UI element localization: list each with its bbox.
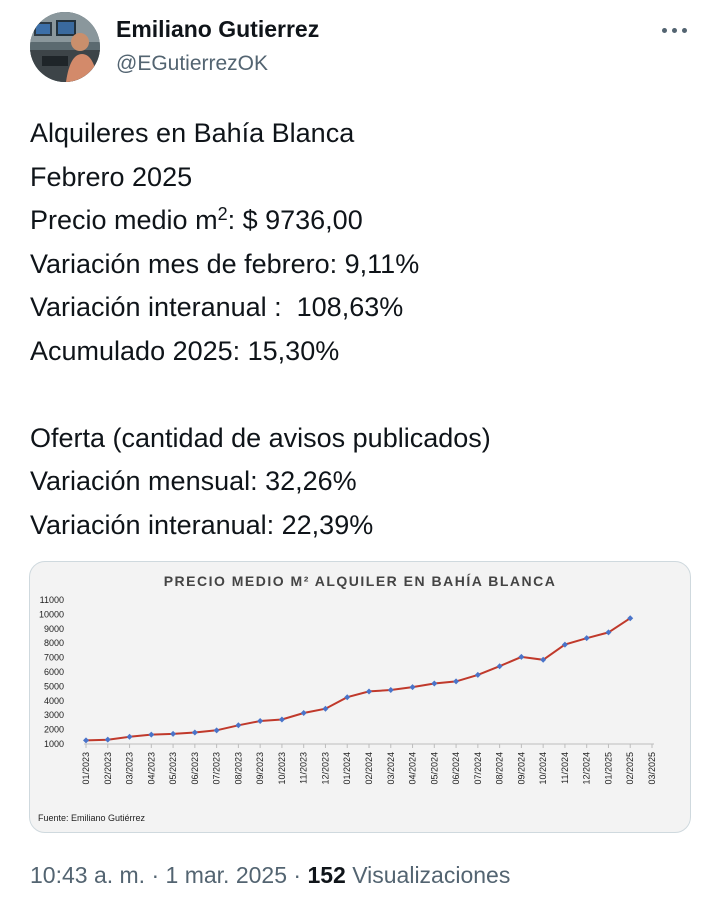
chart-title: PRECIO MEDIO M² ALQUILER EN BAHÍA BLANCA [164, 573, 557, 589]
data-point [561, 641, 568, 648]
x-tick-label: 07/2023 [212, 752, 222, 785]
price-value: : $ 9736,00 [227, 205, 363, 235]
data-point [83, 737, 89, 744]
tweet-line-price: Precio medio m2: $ 9736,00 [30, 199, 690, 243]
x-tick-label: 02/2023 [103, 752, 113, 785]
data-point [104, 736, 111, 743]
data-point [126, 733, 133, 740]
y-tick-label: 4000 [44, 696, 64, 706]
x-tick-label: 10/2024 [538, 752, 548, 785]
x-tick-label: 04/2024 [408, 752, 418, 785]
price-label: Precio medio m [30, 205, 218, 235]
data-point [366, 688, 372, 695]
y-tick-label: 5000 [44, 681, 64, 691]
tweet-line: Acumulado 2025: 15,30% [30, 335, 340, 366]
data-point [627, 615, 634, 622]
data-point [322, 705, 329, 712]
tweet-metadata: 10:43 a. m. · 1 mar. 2025 · 152 Visualiz… [30, 862, 510, 889]
tweet-blank-line [30, 373, 690, 417]
data-point [540, 656, 547, 663]
data-point [431, 680, 438, 687]
y-tick-label: 10000 [39, 609, 64, 619]
x-tick-label: 10/2023 [277, 752, 287, 785]
x-tick-label: 12/2024 [582, 752, 592, 785]
x-tick-label: 02/2025 [625, 752, 635, 785]
y-tick-label: 7000 [44, 653, 64, 663]
x-tick-label: 09/2023 [255, 752, 265, 785]
separator-dot: · [145, 862, 166, 888]
data-point [387, 687, 394, 693]
tweet-image[interactable]: PRECIO MEDIO M² ALQUILER EN BAHÍA BLANCA… [29, 561, 691, 833]
data-point [409, 684, 416, 691]
data-point [148, 731, 155, 738]
x-tick-label: 08/2024 [495, 752, 505, 785]
data-point [453, 678, 460, 685]
line-chart: PRECIO MEDIO M² ALQUILER EN BAHÍA BLANCA… [38, 573, 657, 823]
tweet-date[interactable]: 1 mar. 2025 [165, 862, 287, 888]
more-horizontal-icon[interactable] [660, 20, 690, 40]
x-axis: 01/2023 02/2023 03/2023 04/2023 05/2023 06/20… [81, 743, 657, 785]
separator-dot: · [287, 862, 308, 888]
data-point [474, 671, 481, 678]
tweet-line: Febrero 2025 [30, 161, 193, 192]
series-line [85, 617, 631, 742]
y-tick-label: 3000 [44, 710, 64, 720]
tweet-line: Oferta (cantidad de avisos publicados) [30, 422, 491, 453]
x-tick-label: 01/2024 [342, 752, 352, 785]
avatar[interactable] [30, 12, 100, 82]
x-tick-label: 08/2023 [233, 752, 243, 785]
chart-series [83, 615, 634, 744]
data-point [496, 663, 503, 670]
data-point [300, 710, 307, 717]
tweet-line: Variación interanual: 22,39% [30, 509, 374, 540]
data-point [583, 635, 590, 642]
y-axis: 1000 2000 3000 4000 5000 6000 7000 8000 9000 1000… [39, 595, 64, 749]
data-point [518, 653, 525, 660]
author-handle[interactable]: @EGutierrezOK [116, 52, 269, 75]
y-tick-label: 8000 [44, 638, 64, 648]
y-tick-label: 11000 [40, 595, 64, 605]
data-point [605, 629, 612, 636]
data-point [344, 694, 351, 701]
x-tick-label: 03/2025 [647, 752, 657, 785]
x-tick-label: 12/2023 [320, 752, 330, 785]
x-tick-label: 03/2023 [125, 752, 135, 785]
x-tick-label: 03/2024 [386, 752, 396, 785]
views-label: Visualizaciones [345, 862, 511, 888]
x-tick-label: 02/2024 [364, 752, 374, 785]
tweet-text: Alquileres en Bahía Blanca Febrero 2025 … [30, 112, 690, 547]
data-point [278, 716, 285, 723]
x-tick-label: 11/2023 [299, 752, 309, 784]
x-tick-label: 04/2023 [146, 752, 156, 785]
x-tick-label: 01/2023 [81, 752, 91, 785]
x-tick-label: 05/2023 [168, 752, 178, 785]
tweet-line: Variación interanual : 108,63% [30, 292, 404, 322]
x-tick-label: 11/2024 [560, 752, 570, 784]
x-tick-label: 09/2024 [516, 752, 526, 785]
tweet-line: Variación mes de febrero: 9,11% [30, 248, 420, 279]
x-tick-label: 01/2025 [603, 752, 613, 785]
views-count: 152 [307, 862, 346, 888]
tweet-line: Variación mensual: 32,26% [30, 466, 357, 496]
price-superscript: 2 [217, 204, 228, 224]
tweet-line: Alquileres en Bahía Blanca [30, 118, 355, 148]
y-tick-label: 6000 [44, 667, 64, 677]
y-tick-label: 1000 [44, 739, 64, 749]
data-point [191, 729, 198, 736]
x-tick-label: 05/2024 [429, 752, 439, 785]
x-tick-label: 07/2024 [473, 752, 483, 785]
data-point [213, 727, 220, 734]
tweet-time[interactable]: 10:43 a. m. [30, 862, 146, 888]
data-point [235, 722, 242, 729]
author-name[interactable]: Emiliano Gutierrez [116, 16, 320, 42]
x-tick-label: 06/2024 [451, 752, 461, 785]
x-tick-label: 06/2023 [190, 752, 200, 785]
y-tick-label: 9000 [44, 624, 64, 634]
data-point [257, 717, 264, 724]
tweet-header: Emiliano Gutierrez @EGutierrezOK [0, 0, 720, 100]
chart-source: Fuente: Emiliano Gutiérrez [38, 813, 146, 823]
data-point [170, 730, 177, 737]
y-tick-label: 2000 [44, 725, 64, 735]
